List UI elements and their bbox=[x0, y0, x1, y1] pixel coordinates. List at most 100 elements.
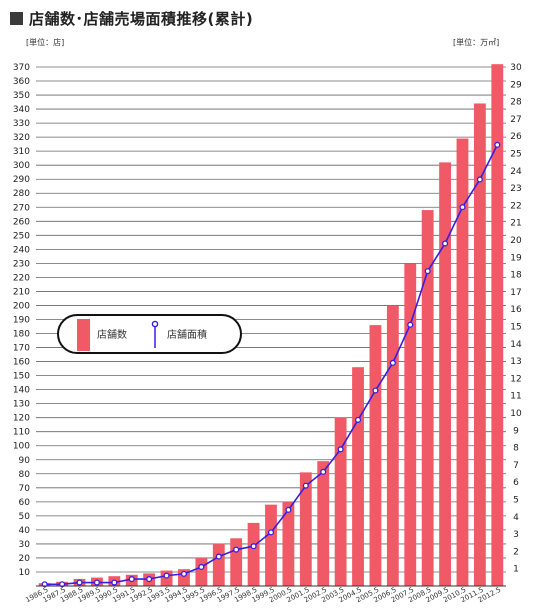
line-point-floor-area bbox=[76, 579, 83, 586]
left-tick-label: 130 bbox=[13, 400, 30, 410]
line-point-floor-area bbox=[198, 563, 205, 571]
right-tick-label: 17 bbox=[510, 288, 521, 298]
left-tick-label: 210 bbox=[13, 287, 30, 297]
line-point-floor-area bbox=[302, 482, 309, 489]
line-point-floor-area bbox=[163, 572, 170, 579]
right-tick-label: 30 bbox=[510, 63, 522, 73]
left-tick-label: 180 bbox=[13, 330, 30, 340]
left-tick-label: 140 bbox=[13, 386, 30, 396]
bar-store-count bbox=[195, 557, 208, 586]
right-tick-label: 19 bbox=[510, 253, 522, 263]
left-tick-label: 240 bbox=[13, 245, 30, 255]
right-tick-label: 14 bbox=[510, 340, 522, 350]
left-tick-label: 270 bbox=[13, 203, 30, 213]
line-point-floor-area bbox=[233, 546, 240, 553]
left-tick-label: 260 bbox=[13, 217, 30, 227]
bar-store-count bbox=[491, 64, 504, 587]
bar-store-count bbox=[456, 138, 469, 586]
line-point-floor-area bbox=[59, 581, 66, 588]
right-tick-label: 11 bbox=[510, 392, 521, 402]
line-point-floor-area bbox=[389, 359, 396, 366]
left-tick-label: 220 bbox=[13, 273, 30, 283]
line-point-floor-area bbox=[250, 543, 257, 550]
left-tick-label: 250 bbox=[13, 231, 30, 241]
right-tick-label: 6 bbox=[513, 478, 519, 488]
right-tick-label: 26 bbox=[510, 132, 522, 142]
bar-store-count bbox=[317, 461, 330, 586]
bar-store-count bbox=[386, 305, 399, 586]
right-axis-unit: [単位：万㎡] bbox=[453, 38, 500, 47]
line-point-floor-area bbox=[354, 416, 362, 423]
left-tick-label: 60 bbox=[19, 498, 31, 508]
right-tick-label: 15 bbox=[510, 323, 521, 333]
right-tick-label: 5 bbox=[513, 496, 519, 506]
right-tick-label: 23 bbox=[510, 184, 521, 194]
legend-line-label: 店舗面積 bbox=[167, 328, 207, 341]
left-axis-unit: [単位：店] bbox=[26, 38, 65, 47]
line-point-floor-area bbox=[372, 387, 379, 394]
left-tick-label: 160 bbox=[13, 358, 30, 368]
right-tick-label: 27 bbox=[510, 115, 521, 125]
bar-store-count bbox=[265, 504, 277, 586]
right-tick-label: 13 bbox=[510, 357, 521, 367]
line-point-floor-area bbox=[93, 579, 100, 586]
right-tick-label: 8 bbox=[513, 444, 519, 454]
bar-store-count bbox=[473, 103, 486, 586]
left-tick-label: 190 bbox=[13, 315, 30, 325]
left-tick-label: 230 bbox=[13, 259, 30, 269]
line-point-floor-area bbox=[267, 529, 275, 536]
right-tick-label: 29 bbox=[510, 80, 522, 90]
bar-store-count bbox=[352, 367, 364, 586]
left-tick-label: 170 bbox=[13, 344, 30, 354]
right-tick-label: 10 bbox=[510, 409, 522, 419]
left-tick-label: 90 bbox=[19, 456, 31, 466]
left-tick-label: 80 bbox=[19, 470, 31, 480]
left-tick-label: 20 bbox=[19, 554, 31, 564]
right-tick-label: 28 bbox=[510, 98, 522, 108]
line-point-floor-area bbox=[285, 506, 292, 513]
chart-title: 店舗数･店舗売場面積推移(累計) bbox=[29, 9, 254, 28]
legend-box bbox=[57, 314, 242, 354]
right-tick-label: 3 bbox=[513, 530, 519, 540]
left-tick-label: 350 bbox=[13, 91, 30, 101]
line-point-floor-area bbox=[128, 576, 135, 583]
bar-store-count bbox=[178, 569, 190, 586]
left-tick-label: 320 bbox=[13, 133, 30, 143]
chart-title-row: 店舗数･店舗売場面積推移(累計) bbox=[10, 8, 253, 28]
right-tick-label: 16 bbox=[510, 305, 522, 315]
line-point-floor-area bbox=[407, 321, 414, 328]
bar-store-count bbox=[404, 263, 417, 586]
bar-store-count bbox=[282, 501, 295, 586]
line-point-floor-area bbox=[337, 446, 344, 453]
line-point-floor-area bbox=[476, 176, 483, 183]
left-tick-label: 110 bbox=[13, 428, 30, 438]
right-tick-label: 7 bbox=[513, 461, 519, 471]
left-tick-label: 280 bbox=[13, 189, 30, 199]
line-point-floor-area bbox=[424, 268, 431, 275]
left-tick-label: 50 bbox=[19, 512, 31, 522]
left-tick-label: 310 bbox=[13, 147, 30, 157]
line-point-floor-area bbox=[215, 553, 222, 560]
right-tick-label: 18 bbox=[510, 271, 522, 281]
right-tick-label: 1 bbox=[513, 565, 519, 575]
left-tick-label: 70 bbox=[19, 484, 31, 494]
title-square-icon bbox=[10, 11, 23, 25]
right-tick-label: 4 bbox=[513, 513, 519, 523]
bar-store-count bbox=[299, 472, 312, 586]
left-tick-label: 100 bbox=[13, 442, 30, 452]
right-tick-label: 12 bbox=[510, 374, 521, 384]
bar-store-count bbox=[247, 522, 260, 586]
left-tick-label: 340 bbox=[13, 105, 30, 115]
legend-bar-swatch bbox=[77, 319, 90, 351]
left-tick-label: 150 bbox=[13, 372, 30, 382]
line-layer bbox=[41, 141, 501, 588]
line-point-floor-area bbox=[494, 141, 501, 148]
left-tick-label: 370 bbox=[13, 63, 30, 73]
axis-layer: 1020304050607080901001101201301401501601… bbox=[13, 63, 522, 604]
left-tick-label: 40 bbox=[19, 526, 31, 536]
left-tick-label: 200 bbox=[13, 301, 30, 311]
line-point-floor-area bbox=[111, 579, 118, 586]
line-point-floor-area bbox=[146, 576, 153, 583]
line-point-floor-area bbox=[41, 581, 48, 588]
left-tick-label: 360 bbox=[13, 77, 30, 87]
